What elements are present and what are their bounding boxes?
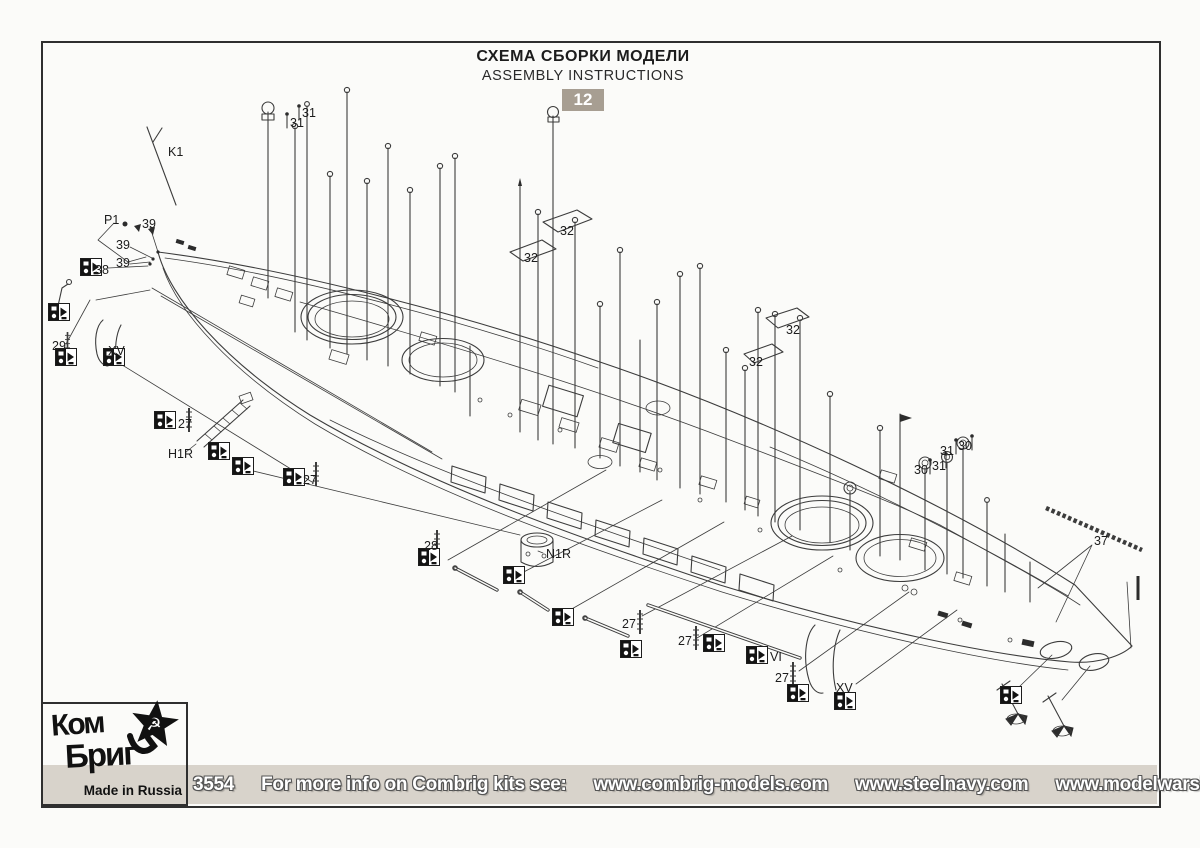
callout-label: XV [836,681,853,695]
callout-label: 27 [303,473,317,487]
pe-parts-icon [208,442,230,460]
callout-label: XV [108,344,125,358]
callout-label: 39 [142,217,156,231]
callout-label: 27 [622,617,636,631]
stanchion-part-markers [64,104,974,686]
website-link: www.steelnavy.com [855,773,1029,795]
ship-hull-outline [157,251,1133,671]
pe-parts-icon [48,303,70,321]
pe-parts-icon [232,457,254,475]
callout-label: 27 [775,671,789,685]
footer-bar: 3554 For more info on Combrig kits see: … [43,765,1200,804]
bow-details [996,505,1143,738]
made-in-russia-text: Made in Russia [83,783,182,798]
pe-parts-icon [283,468,305,486]
callout-label: H1R [168,447,193,461]
callout-label: 30 [958,439,972,453]
pe-parts-icon [552,608,574,626]
leader-lines [65,226,1093,701]
callout-label: 32 [786,323,800,337]
pe-parts-icon [620,640,642,658]
pe-parts-icon [503,566,525,584]
casemate-row [450,465,775,602]
callout-label: K1 [168,145,183,159]
pe-parts-icon [834,692,856,710]
callout-label: 32 [524,251,538,265]
callout-label: 28 [424,539,438,553]
callout-label: 31 [932,459,946,473]
pe-parts-icon [1000,686,1022,704]
footer-info-text: For more info on Combrig kits see: [261,773,567,795]
ladder-H1R [185,391,254,453]
pe-parts-icon [787,684,809,702]
davits-XV [805,624,841,694]
callout-label: 37 [1094,534,1108,548]
svg-text:☭: ☭ [146,715,161,735]
callout-label: P1 [104,213,119,227]
callout-label: 30 [914,463,928,477]
website-link: www.combrig-models.com [593,773,829,795]
title-block: СХЕМА СБОРКИ МОДЕЛИ ASSEMBLY INSTRUCTION… [433,48,733,111]
stern-fittings [53,126,177,367]
callout-label: 31 [290,116,304,130]
pe-parts-icon [746,646,768,664]
combrig-logo: Ком Бриг ☭ Made in Russia [41,700,188,806]
pe-parts-icon [703,634,725,652]
capstan-N1R [520,532,554,568]
callout-label: 31 [302,106,316,120]
anchor [996,680,1028,726]
callout-label: 39 [116,256,130,270]
page-title-english: ASSEMBLY INSTRUCTIONS [481,68,685,84]
deck-hatches [175,238,1035,648]
anchor-chain [1045,505,1143,553]
kit-number: 3554 [193,773,235,795]
callout-label: 29 [52,339,66,353]
callout-label: 39 [116,238,130,252]
page-title-russian: СХЕМА СБОРКИ МОДЕЛИ [476,48,690,65]
page-number-badge: 12 [562,89,604,111]
boat-booms [452,565,802,660]
callout-label: VI [770,650,782,664]
barbette-circles [300,289,945,583]
callout-label: N1R [546,547,571,561]
pe-parts-icons [48,258,1022,710]
mast-pennant [900,414,912,422]
page-frame [41,41,1161,808]
callout-label: 31 [940,444,954,458]
callout-label: 38 [95,263,109,277]
callout-label: 32 [749,355,763,369]
platform-plates-32 [509,209,810,364]
callout-label: 27 [678,634,692,648]
pe-parts-icon [154,411,176,429]
callout-label: 32 [560,224,574,238]
masts-and-stanchions [261,86,1031,603]
callout-labels: K1 P1 39 39 39 38 29 XV 27 H1R 27 28 N1R… [52,106,1108,695]
website-link: www.modelwarships.com [1055,773,1200,795]
anchor [1042,692,1074,738]
callout-label: 27 [178,417,192,431]
star-hammer-sickle-icon: ☭ [127,700,179,754]
